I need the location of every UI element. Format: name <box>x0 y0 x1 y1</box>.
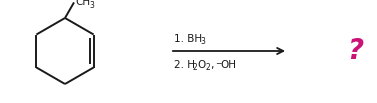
Text: −: − <box>216 59 222 68</box>
Text: 2. H: 2. H <box>174 60 195 70</box>
Text: 3: 3 <box>200 36 205 46</box>
Text: ?: ? <box>347 37 363 65</box>
Text: 3: 3 <box>89 1 94 10</box>
Text: 2: 2 <box>193 63 197 71</box>
Text: 2: 2 <box>205 63 210 71</box>
Text: CH: CH <box>75 0 90 7</box>
Text: 1. BH: 1. BH <box>174 34 202 44</box>
Text: ,: , <box>210 60 213 70</box>
Text: O: O <box>198 60 206 70</box>
Text: OH: OH <box>220 60 236 70</box>
